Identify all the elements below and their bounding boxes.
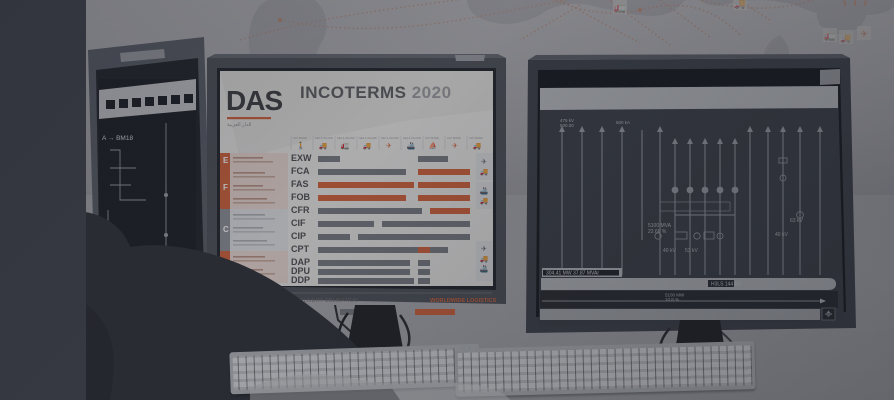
svg-text:SEA & INLAND: SEA & INLAND <box>359 136 377 140</box>
svg-text:🚢: 🚢 <box>480 265 489 273</box>
svg-text:🚚: 🚚 <box>319 142 328 150</box>
svg-text:10.8 %: 10.8 % <box>665 297 679 302</box>
svg-text:H3LS 144 kV: H3LS 144 kV <box>711 282 741 288</box>
svg-text:ANY MODE: ANY MODE <box>425 136 439 140</box>
svg-text:500.00: 500.00 <box>560 123 574 128</box>
svg-text:ANY MODE: ANY MODE <box>447 136 461 140</box>
svg-text:SEA & INLAND: SEA & INLAND <box>315 136 333 140</box>
svg-text:A → BM18: A → BM18 <box>102 135 133 142</box>
svg-text:SEA & INLAND: SEA & INLAND <box>337 136 355 140</box>
svg-text:🚛: 🚛 <box>824 31 835 41</box>
svg-text:🚢: 🚢 <box>407 142 416 150</box>
svg-text:✈: ✈ <box>860 29 868 39</box>
svg-text:🚶: 🚶 <box>297 141 306 150</box>
svg-text:SEA & INLAND: SEA & INLAND <box>403 136 421 140</box>
svg-text:✈: ✈ <box>481 246 487 253</box>
svg-text:✈: ✈ <box>452 143 458 150</box>
svg-text:🚚: 🚚 <box>480 197 489 205</box>
svg-text:40 kV: 40 kV <box>663 248 676 254</box>
svg-text:🚛: 🚛 <box>341 143 350 150</box>
svg-text:EXW: EXW <box>291 153 312 163</box>
svg-text:🚚: 🚚 <box>840 33 851 43</box>
svg-text:DAS: DAS <box>226 85 282 116</box>
svg-text:40 kV: 40 kV <box>775 232 788 238</box>
svg-text:🚚: 🚚 <box>473 142 482 150</box>
svg-text:500 kA: 500 kA <box>616 120 630 125</box>
svg-text:الدار العربية: الدار العربية <box>227 122 251 128</box>
svg-text:✈: ✈ <box>481 159 487 166</box>
svg-text:🚚: 🚚 <box>480 168 489 176</box>
svg-text:🚢: 🚢 <box>480 187 489 195</box>
svg-text:63 kV: 63 kV <box>790 218 803 224</box>
svg-text:🚚: 🚚 <box>363 142 372 150</box>
svg-text:SEA & INLAND: SEA & INLAND <box>381 136 399 140</box>
svg-text:INCOTERMS 2020: INCOTERMS 2020 <box>300 83 452 102</box>
svg-text:E: E <box>223 156 229 165</box>
svg-text:FCA: FCA <box>291 166 310 176</box>
svg-text:🚚: 🚚 <box>480 255 489 263</box>
svg-text:🚚: 🚚 <box>734 0 746 10</box>
svg-text:⛵: ⛵ <box>429 141 438 150</box>
svg-text:ANY MODE: ANY MODE <box>293 136 307 140</box>
svg-text:✈: ✈ <box>386 143 392 150</box>
svg-text:🚛: 🚛 <box>614 3 626 14</box>
svg-text:22.66 %: 22.66 % <box>648 229 667 235</box>
svg-text:ANY MODE: ANY MODE <box>469 136 483 140</box>
svg-text:304.41 MW 37.87 MVAr: 304.41 MW 37.87 MVAr <box>546 271 599 277</box>
svg-text:53 kV: 53 kV <box>685 248 698 254</box>
